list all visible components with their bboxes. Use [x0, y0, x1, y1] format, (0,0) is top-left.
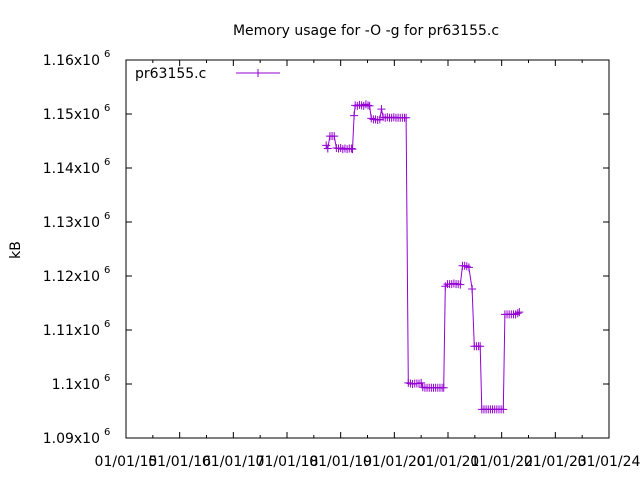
y-tick-label: 1.15x10 [43, 107, 100, 123]
x-tick-label: 01/01/24 [578, 454, 640, 470]
data-point [350, 111, 359, 120]
data-point [464, 263, 473, 272]
data-point [347, 144, 356, 153]
data-point [408, 380, 417, 388]
data-point [468, 284, 477, 293]
chart-title: Memory usage for -O -g for pr63155.c [233, 23, 499, 39]
data-point [375, 115, 384, 124]
legend-marker [254, 69, 262, 77]
plot-frame [125, 59, 610, 439]
series-layer [322, 100, 524, 414]
data-point [417, 378, 426, 387]
data-point [415, 379, 424, 388]
x-tick-label: 01/01/19 [309, 454, 372, 470]
data-point [330, 132, 339, 141]
data-point [499, 405, 508, 414]
y-tick-exponent: 6 [104, 427, 110, 438]
data-point [515, 308, 524, 317]
data-point [456, 280, 465, 289]
data-point [476, 342, 485, 351]
y-tick-label: 1.14x10 [43, 161, 100, 177]
data-point [367, 114, 376, 123]
data-point [377, 105, 386, 114]
y-tick-label: 1.13x10 [43, 215, 100, 231]
data-point [402, 113, 411, 122]
y-tick-label: 1.1x10 [52, 377, 100, 393]
y-tick-exponent: 6 [104, 103, 110, 114]
data-point [365, 101, 374, 110]
data-point [513, 309, 522, 318]
y-tick-label: 1.16x10 [43, 53, 100, 69]
legend-label: pr63155.c [135, 66, 206, 82]
y-tick-exponent: 6 [104, 157, 110, 168]
data-point [348, 145, 357, 154]
x-axis-ticks: 01/01/1501/01/1601/01/1701/01/1801/01/19… [95, 60, 640, 470]
data-point [511, 310, 520, 319]
x-tick-label: 01/01/20 [363, 454, 426, 470]
data-point [323, 144, 332, 153]
data-point [361, 100, 370, 109]
data-point [439, 383, 448, 392]
series-line [325, 103, 520, 410]
y-tick-label: 1.12x10 [43, 269, 100, 285]
y-axis-ticks: 1.09x10 61.1x10 61.11x10 61.12x10 61.13x10 61… [43, 49, 609, 447]
data-point [404, 378, 413, 387]
y-tick-label: 1.09x10 [43, 431, 100, 447]
x-tick-label: 01/01/21 [417, 454, 480, 470]
data-point [462, 262, 471, 271]
data-point [418, 383, 427, 392]
y-tick-exponent: 6 [104, 319, 110, 330]
x-tick-label: 01/01/16 [148, 454, 211, 470]
x-tick-label: 01/01/17 [202, 454, 265, 470]
y-tick-exponent: 6 [104, 373, 110, 384]
y-tick-exponent: 6 [104, 265, 110, 276]
x-tick-label: 01/01/18 [256, 454, 319, 470]
data-point [355, 100, 364, 109]
y-tick-exponent: 6 [104, 49, 110, 60]
legend: pr63155.c [135, 66, 280, 82]
x-tick-label: 01/01/15 [95, 454, 158, 470]
data-point [449, 279, 458, 288]
data-point [441, 282, 450, 291]
data-point [364, 101, 373, 110]
y-tick-exponent: 6 [104, 211, 110, 222]
data-point [336, 144, 345, 153]
data-point [460, 261, 469, 270]
data-point [373, 115, 382, 124]
x-tick-label: 01/01/22 [470, 454, 533, 470]
y-tick-label: 1.11x10 [43, 323, 100, 339]
x-tick-label: 01/01/23 [524, 454, 587, 470]
data-point [389, 113, 398, 122]
data-point [454, 280, 463, 289]
data-point [322, 141, 331, 150]
y-axis-label: kB [8, 241, 24, 259]
